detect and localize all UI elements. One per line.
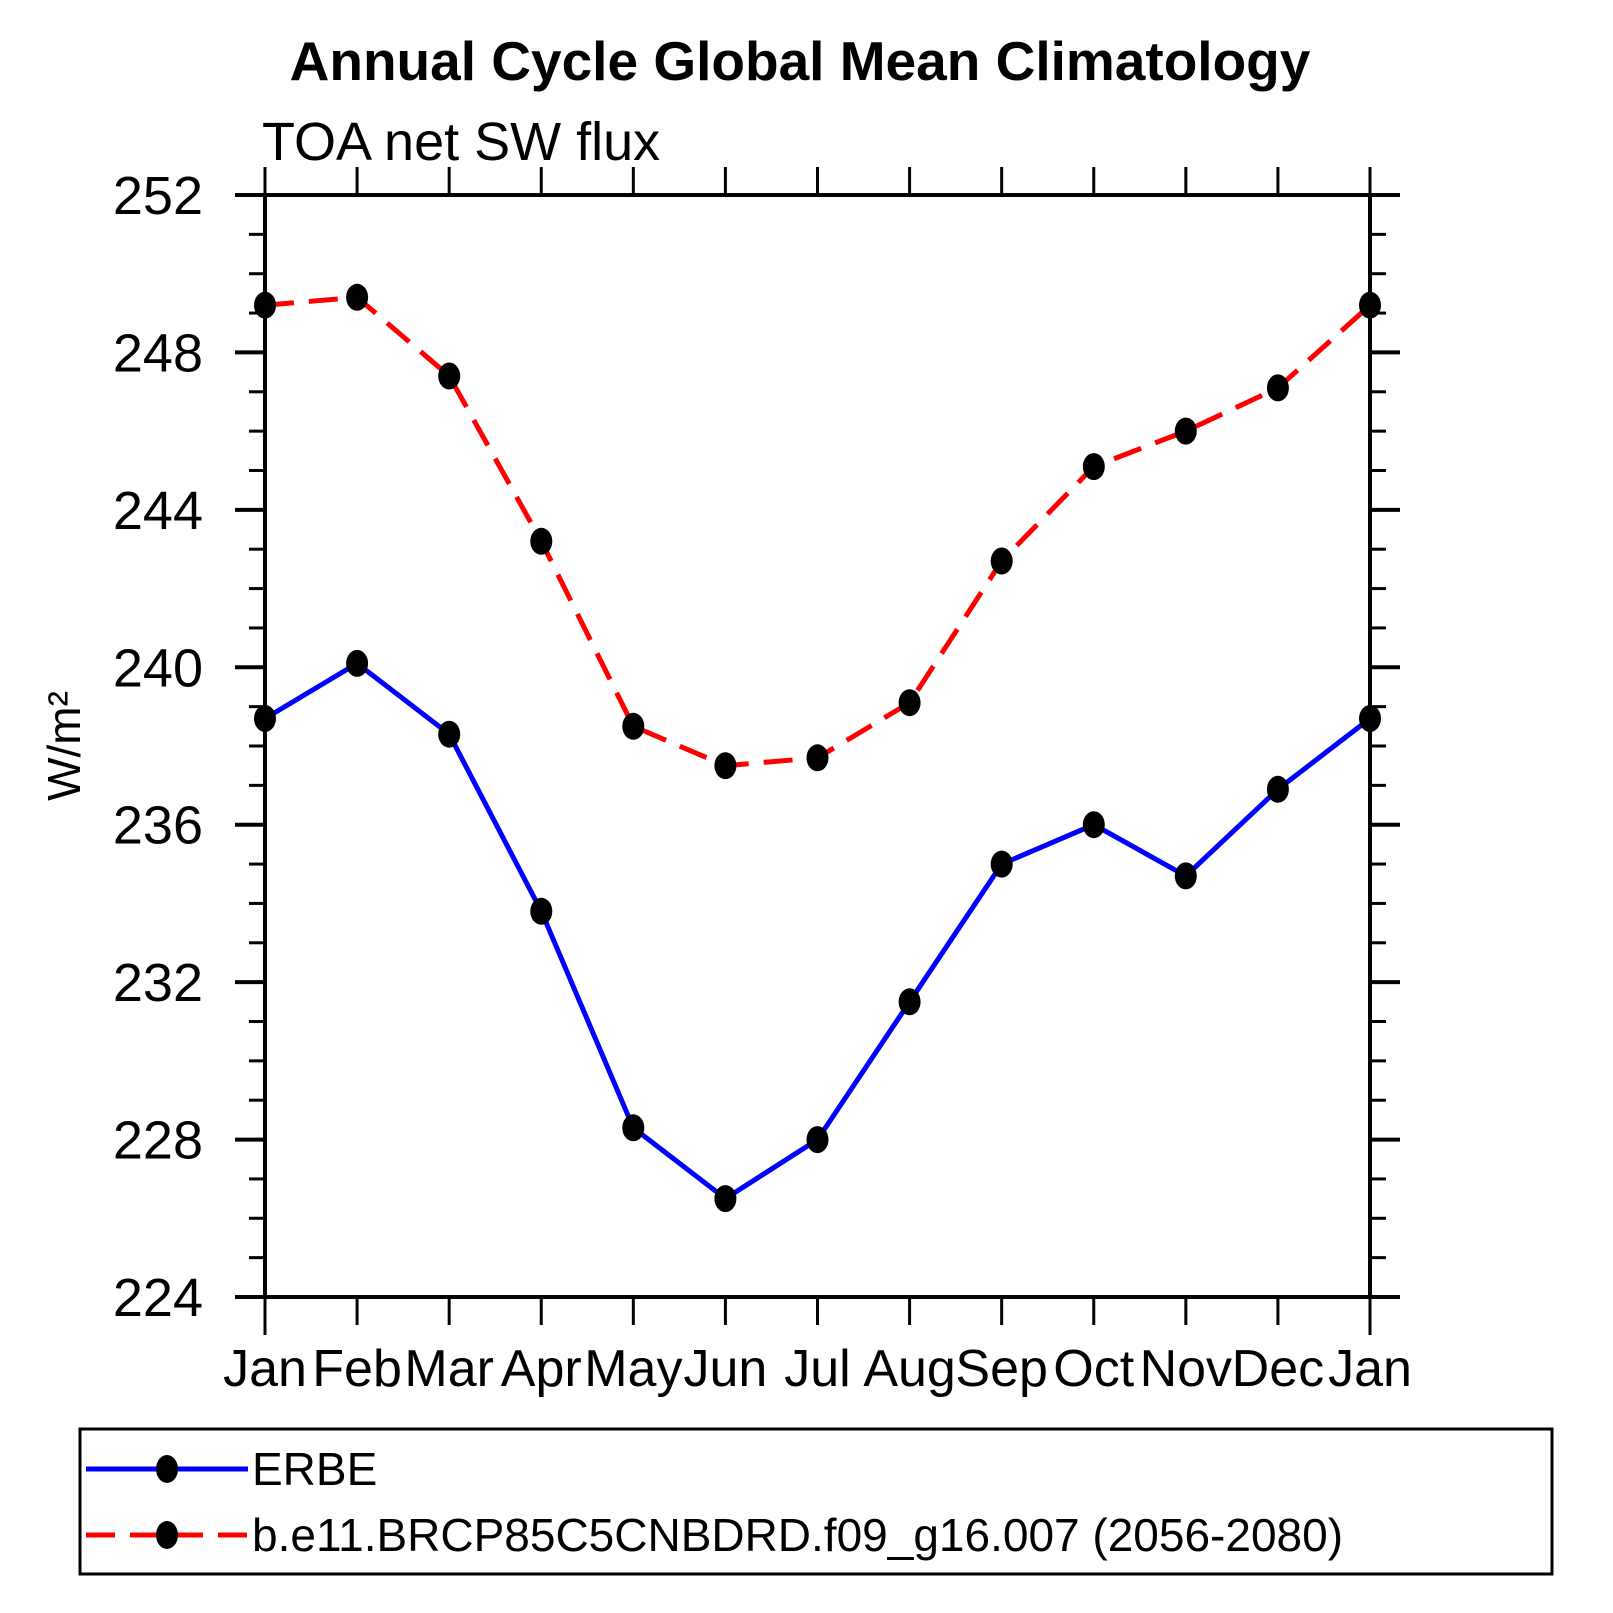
x-axis-tick-label: Aug [863, 1340, 956, 1398]
model-series-marker [990, 547, 1013, 575]
y-axis-tick-label: 252 [113, 166, 203, 226]
model-series-marker [1266, 374, 1289, 402]
erbe-series-marker [1266, 775, 1289, 803]
y-axis-tick-label: 224 [113, 1268, 203, 1328]
x-axis-tick-label: Nov [1140, 1340, 1232, 1398]
legend-marker-dot [156, 1455, 178, 1483]
x-axis-tick-label: Oct [1053, 1340, 1134, 1398]
model-series-marker [898, 689, 921, 717]
y-axis-tick-label: 232 [113, 953, 203, 1013]
y-axis-tick-label: 244 [113, 481, 203, 541]
model-series-marker [530, 527, 553, 555]
x-axis-tick-label: Jan [223, 1340, 307, 1398]
erbe-series-marker [438, 720, 461, 748]
erbe-series-marker [714, 1185, 737, 1213]
x-axis-tick-label: Feb [312, 1340, 402, 1398]
x-axis-tick-label: Jan [1328, 1340, 1412, 1398]
erbe-series-marker [1082, 811, 1105, 839]
erbe-series-marker [898, 988, 921, 1016]
x-axis-tick-label: Apr [501, 1340, 582, 1398]
y-axis-tick-label: 248 [113, 323, 203, 383]
x-axis-tick-label: May [584, 1340, 682, 1398]
model-series-marker [714, 752, 737, 780]
legend-entry-model: b.e11.BRCP85C5CNBDRD.f09_g16.007 (2056-2… [86, 1509, 1343, 1561]
x-axis-tick-label: Jun [683, 1340, 767, 1398]
model-series-marker [1082, 453, 1105, 481]
series-layer [254, 283, 1381, 1213]
erbe-series-marker [806, 1126, 829, 1154]
erbe-series-marker [622, 1114, 645, 1142]
model-series-marker [438, 362, 461, 390]
legend-box [78, 1427, 1554, 1576]
chart-subtitle: TOA net SW flux [262, 112, 660, 172]
model-series-marker [346, 283, 369, 311]
y-axis-title: W/m² [38, 691, 90, 801]
chart-title: Annual Cycle Global Mean Climatology [290, 30, 1311, 92]
y-axis-tick-label: 240 [113, 638, 203, 698]
erbe-series-line [263, 660, 1372, 1202]
model-series-marker [622, 712, 645, 740]
erbe-series-marker [254, 705, 276, 732]
legend-marker-dot [156, 1521, 178, 1549]
x-axis-tick-label: Jul [784, 1340, 850, 1398]
x-axis-tick-label: Mar [404, 1340, 494, 1398]
model-series-line [264, 294, 1372, 769]
model-series-marker [254, 291, 276, 319]
y-axis-tick-label: 236 [113, 796, 203, 856]
x-axis-tick-label: Sep [955, 1340, 1048, 1398]
legend: ERBE b.e11.BRCP85C5CNBDRD.f09_g16.007 (2… [78, 1427, 1554, 1576]
erbe-series-marker [1174, 862, 1197, 890]
erbe-series-marker [1359, 705, 1381, 732]
erbe-series-marker [530, 897, 553, 925]
legend-label-erbe: ERBE [252, 1443, 377, 1495]
legend-label-model: b.e11.BRCP85C5CNBDRD.f09_g16.007 (2056-2… [252, 1509, 1343, 1561]
model-series-marker [1174, 417, 1197, 445]
model-series-marker [806, 744, 829, 772]
y-axis-tick-label: 228 [113, 1111, 203, 1171]
x-axis-tick-label: Dec [1232, 1340, 1324, 1398]
model-series-marker [1359, 291, 1381, 319]
erbe-series-marker [346, 649, 369, 677]
erbe-series-marker [990, 850, 1013, 878]
legend-entry-erbe: ERBE [86, 1443, 377, 1495]
